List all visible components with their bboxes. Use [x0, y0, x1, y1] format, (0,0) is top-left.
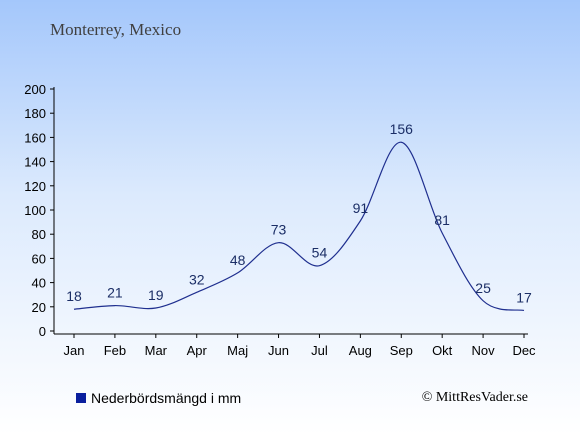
data-label: 25 [475, 280, 491, 296]
copyright-notice: © MittResVader.se [421, 390, 528, 405]
x-tick-label: Mar [145, 343, 168, 358]
data-label: 19 [148, 287, 164, 303]
y-tick-label: 100 [24, 203, 46, 218]
data-label: 32 [189, 271, 205, 287]
x-tick-label: Jun [268, 343, 289, 358]
chart-axes: 0 20 40 60 80 100 120 140 160 180 200 Jan Feb Mar Apr M… [24, 82, 536, 358]
y-tick-label: 40 [32, 276, 46, 291]
chart-data-labels: 18 21 19 32 48 73 54 91 156 81 25 17 [66, 121, 532, 305]
y-tick-label: 80 [32, 227, 46, 242]
y-tick-label: 0 [39, 324, 46, 339]
legend-label: Nederbördsmängd i mm [91, 390, 242, 406]
y-tick-label: 160 [24, 130, 46, 145]
x-tick-label: Jan [64, 343, 85, 358]
data-label: 21 [107, 285, 123, 301]
y-tick-label: 140 [24, 155, 46, 170]
data-label: 54 [312, 245, 328, 261]
y-tick-label: 120 [24, 179, 46, 194]
chart-series [73, 141, 525, 312]
x-tick-label: Nov [472, 343, 496, 358]
y-tick-label: 180 [24, 106, 46, 121]
data-label: 91 [353, 200, 369, 216]
x-tick-label: Aug [349, 343, 372, 358]
x-tick-label: Apr [187, 343, 208, 358]
data-label: 81 [434, 212, 450, 228]
data-label: 156 [390, 121, 414, 137]
chart-legend: Nederbördsmängd i mm [76, 390, 241, 406]
precipitation-line [73, 141, 525, 312]
x-tick-label: Okt [432, 343, 453, 358]
data-label: 17 [516, 289, 532, 305]
x-tick-label: Dec [512, 343, 536, 358]
data-label: 48 [230, 252, 246, 268]
x-tick-label: Sep [390, 343, 413, 358]
x-tick-label: Jul [311, 343, 328, 358]
legend-swatch [76, 393, 86, 403]
data-label: 18 [66, 288, 82, 304]
chart-location-subtitle: Monterrey, Mexico [50, 20, 182, 39]
y-tick-label: 200 [24, 82, 46, 97]
data-label: 73 [271, 222, 287, 238]
x-tick-label: Maj [227, 343, 248, 358]
y-tick-label: 20 [32, 300, 46, 315]
x-tick-label: Feb [104, 343, 126, 358]
y-tick-label: 60 [32, 251, 46, 266]
